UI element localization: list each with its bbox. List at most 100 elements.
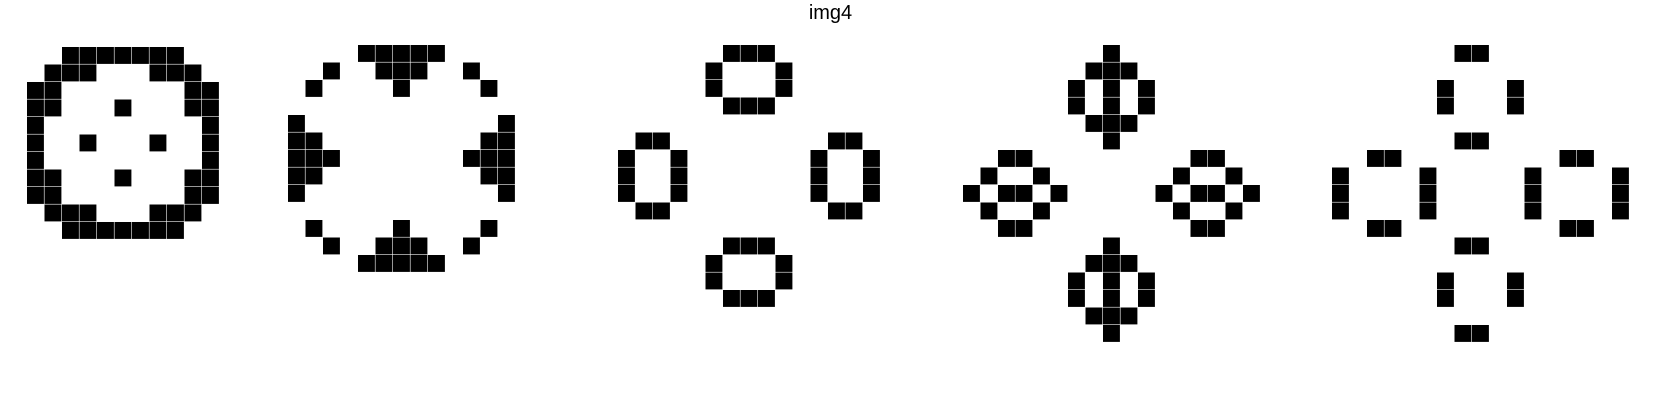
panel-2-cell — [305, 220, 323, 237]
panel-2-cell — [323, 150, 340, 167]
panel-2-cell — [410, 237, 428, 255]
panel-5-cell — [1437, 290, 1454, 307]
panel-1-cell — [44, 82, 62, 99]
panel-2-cell — [428, 45, 445, 62]
panel-4-cell — [1120, 307, 1138, 325]
panel-1-cell — [27, 187, 44, 204]
panel-4-cell — [1068, 290, 1085, 307]
panel-4-cell — [1085, 62, 1103, 80]
panel-3-cell — [775, 80, 793, 97]
panel-1-cell — [184, 82, 202, 99]
panel-4-cell — [1155, 185, 1173, 202]
panel-4-cell — [1138, 290, 1155, 307]
panel-4-cell — [1103, 45, 1120, 62]
panel-3-cell — [618, 167, 635, 185]
panel-4-cell — [1068, 272, 1085, 290]
panel-1-cell — [167, 64, 184, 82]
panel-1-cell — [62, 204, 79, 222]
panel-1-cell — [149, 64, 167, 82]
panel-3-cell — [828, 202, 845, 220]
panel-2-cell — [410, 62, 428, 80]
panel-2-cell — [428, 255, 445, 272]
panel-4-cell — [980, 202, 998, 220]
panel-1-cell — [184, 99, 202, 117]
panel-1-cell — [149, 222, 167, 239]
figure-title: img4 — [808, 2, 853, 24]
panel-4-cell — [998, 185, 1015, 202]
panel-3-cell — [705, 80, 723, 97]
panel-5-cell — [1419, 202, 1437, 220]
panel-1-cell — [132, 47, 149, 64]
panel-3-cell — [670, 167, 688, 185]
panel-5-cell — [1472, 237, 1489, 255]
panel-3-cell — [723, 290, 740, 307]
panel-1-cell — [97, 47, 114, 64]
panel-4-cell — [1033, 167, 1050, 185]
panel-5-cell — [1559, 220, 1577, 237]
panel-5-cell — [1437, 272, 1454, 290]
panel-2-cell — [463, 237, 480, 255]
panel-1-cell — [202, 134, 219, 152]
panel-5-cell — [1454, 132, 1472, 150]
panel-4-cell — [1120, 62, 1138, 80]
panel-2-cell — [288, 132, 305, 150]
panel-2-cell — [498, 167, 515, 185]
panel-3-cell — [740, 237, 758, 255]
panel-3-cell — [723, 97, 740, 115]
panel-1-cell — [62, 47, 79, 64]
panel-3-cell — [845, 132, 863, 150]
panel-1-cell — [167, 204, 184, 222]
panel-1-cell — [184, 204, 202, 222]
panel-4-cell — [1120, 255, 1138, 272]
panel-2-group — [288, 45, 515, 272]
panel-2-cell — [375, 255, 393, 272]
panel-1-cell — [202, 152, 219, 169]
panel-1-cell — [202, 99, 219, 117]
panel-3-cell — [653, 132, 670, 150]
panel-3-cell — [775, 272, 793, 290]
panel-5-cell — [1332, 185, 1349, 202]
panel-1-cell — [79, 222, 97, 239]
panel-1-group — [27, 47, 219, 239]
panel-4-cell — [1120, 115, 1138, 132]
panel-1-cell — [132, 222, 149, 239]
panel-5-cell — [1507, 80, 1524, 97]
panel-3-cell — [740, 290, 758, 307]
panel-5-cell — [1472, 45, 1489, 62]
panel-3-cell — [863, 150, 880, 167]
panel-5-cell — [1332, 202, 1349, 220]
panel-2-cell — [323, 237, 340, 255]
panel-1-cell — [202, 187, 219, 204]
panel-2-cell — [288, 167, 305, 185]
panel-2-cell — [305, 80, 323, 97]
panel-1-cell — [114, 99, 132, 117]
panel-1-cell — [149, 204, 167, 222]
panel-1-cell — [62, 64, 79, 82]
panel-5-cell — [1472, 132, 1489, 150]
panel-4-cell — [980, 167, 998, 185]
panel-4-cell — [1103, 115, 1120, 132]
panel-4-cell — [1068, 97, 1085, 115]
panel-5-cell — [1367, 150, 1384, 167]
panel-5-cell — [1367, 220, 1384, 237]
panel-2-cell — [463, 62, 480, 80]
panel-3-cell — [705, 255, 723, 272]
panel-1-cell — [167, 222, 184, 239]
panel-1-cell — [27, 134, 44, 152]
panel-5-cell — [1524, 185, 1542, 202]
panel-5-cell — [1507, 97, 1524, 115]
panel-5-cell — [1384, 150, 1402, 167]
panel-5-cell — [1454, 237, 1472, 255]
panel-4-group — [963, 45, 1260, 342]
panel-2-cell — [305, 150, 323, 167]
panel-4-cell — [1208, 185, 1225, 202]
panel-2-cell — [480, 167, 498, 185]
panel-4-cell — [1190, 150, 1208, 167]
panel-1-cell — [44, 169, 62, 187]
panel-3-cell — [635, 132, 653, 150]
panel-3-group — [618, 45, 880, 307]
panel-5-cell — [1577, 150, 1594, 167]
panel-3-cell — [618, 185, 635, 202]
panel-2-cell — [375, 62, 393, 80]
panel-1-cell — [44, 187, 62, 204]
